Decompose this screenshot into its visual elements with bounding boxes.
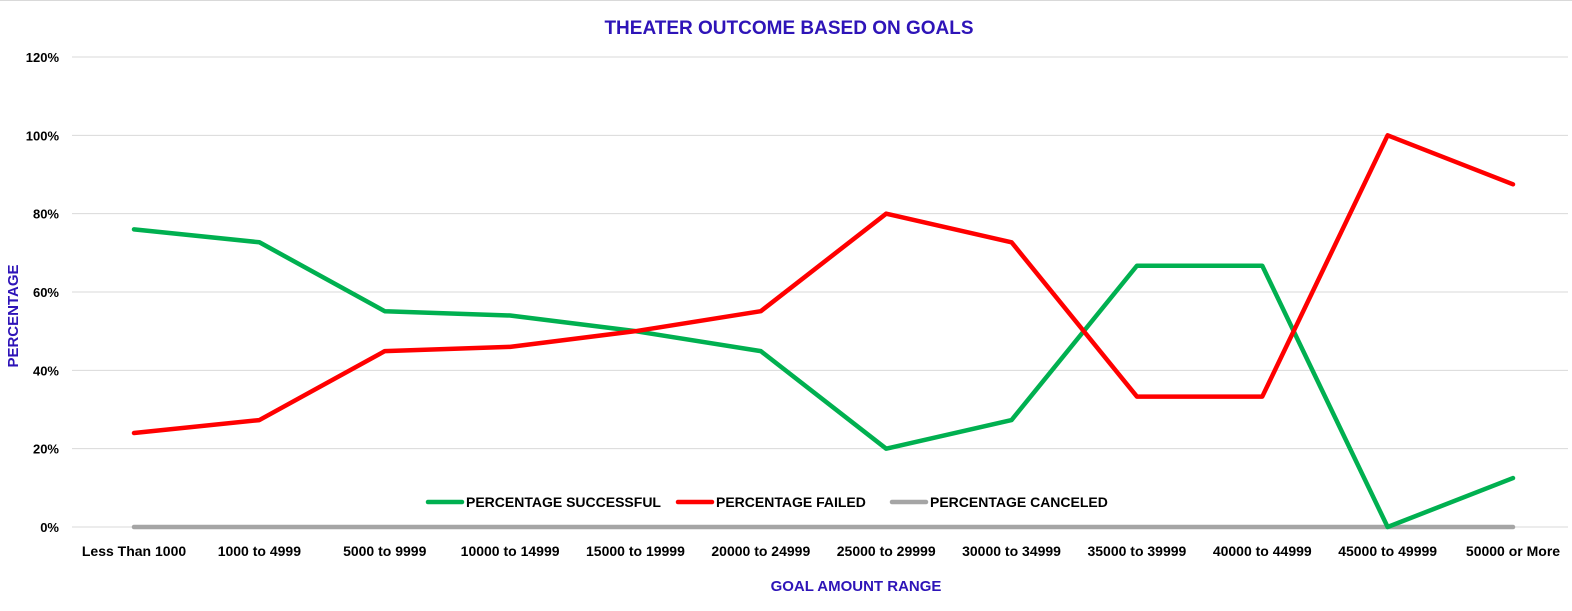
x-tick-label: 30000 to 34999 bbox=[962, 543, 1061, 559]
legend-label: PERCENTAGE SUCCESSFUL bbox=[466, 494, 661, 510]
series-line bbox=[131, 227, 1516, 530]
series-percentage-failed bbox=[131, 133, 1516, 436]
legend-item-percentage-failed: PERCENTAGE FAILED bbox=[675, 494, 866, 510]
x-tick-label: 5000 to 9999 bbox=[343, 543, 426, 559]
series-line bbox=[131, 133, 1516, 436]
y-tick-label: 80% bbox=[33, 207, 59, 222]
grid-layer bbox=[72, 56, 1568, 528]
x-tick-label: Less Than 1000 bbox=[82, 543, 186, 559]
x-axis-ticks: Less Than 1000 1000 to 4999 5000 to 9999 10… bbox=[82, 543, 1560, 559]
legend-item-percentage-successful: PERCENTAGE SUCCESSFUL bbox=[425, 494, 661, 510]
legend-item-percentage-canceled: PERCENTAGE CANCELED bbox=[889, 494, 1108, 510]
y-tick-label: 0% bbox=[40, 520, 59, 535]
x-tick-label: 20000 to 24999 bbox=[711, 543, 810, 559]
y-axis-title: PERCENTAGE bbox=[5, 264, 22, 367]
x-axis-title: GOAL AMOUNT RANGE bbox=[771, 578, 942, 595]
y-tick-label: 100% bbox=[26, 128, 60, 143]
y-tick-label: 20% bbox=[33, 442, 59, 457]
legend-label: PERCENTAGE FAILED bbox=[716, 494, 866, 510]
x-tick-label: 35000 to 39999 bbox=[1087, 543, 1186, 559]
chart-top-border bbox=[0, 0, 1572, 1]
legend-label: PERCENTAGE CANCELED bbox=[930, 494, 1108, 510]
y-tick-label: 60% bbox=[33, 285, 59, 300]
series-percentage-successful bbox=[131, 227, 1516, 530]
x-tick-label: 45000 to 49999 bbox=[1338, 543, 1437, 559]
series-layer bbox=[131, 133, 1516, 530]
y-tick-label: 120% bbox=[26, 50, 60, 65]
chart-title: THEATER OUTCOME BASED ON GOALS bbox=[604, 18, 973, 39]
y-tick-label: 40% bbox=[33, 363, 59, 378]
x-tick-label: 10000 to 14999 bbox=[461, 543, 560, 559]
x-tick-label: 50000 or More bbox=[1466, 543, 1560, 559]
x-tick-label: 1000 to 4999 bbox=[218, 543, 301, 559]
legend: PERCENTAGE SUCCESSFUL PERCENTAGE FAILED PE… bbox=[425, 494, 1108, 510]
y-axis-ticks: 0% 20% 40% 60% 80% 100% 120% bbox=[26, 50, 60, 535]
x-tick-label: 15000 to 19999 bbox=[586, 543, 685, 559]
x-tick-label: 40000 to 44999 bbox=[1213, 543, 1312, 559]
x-tick-label: 25000 to 29999 bbox=[837, 543, 936, 559]
